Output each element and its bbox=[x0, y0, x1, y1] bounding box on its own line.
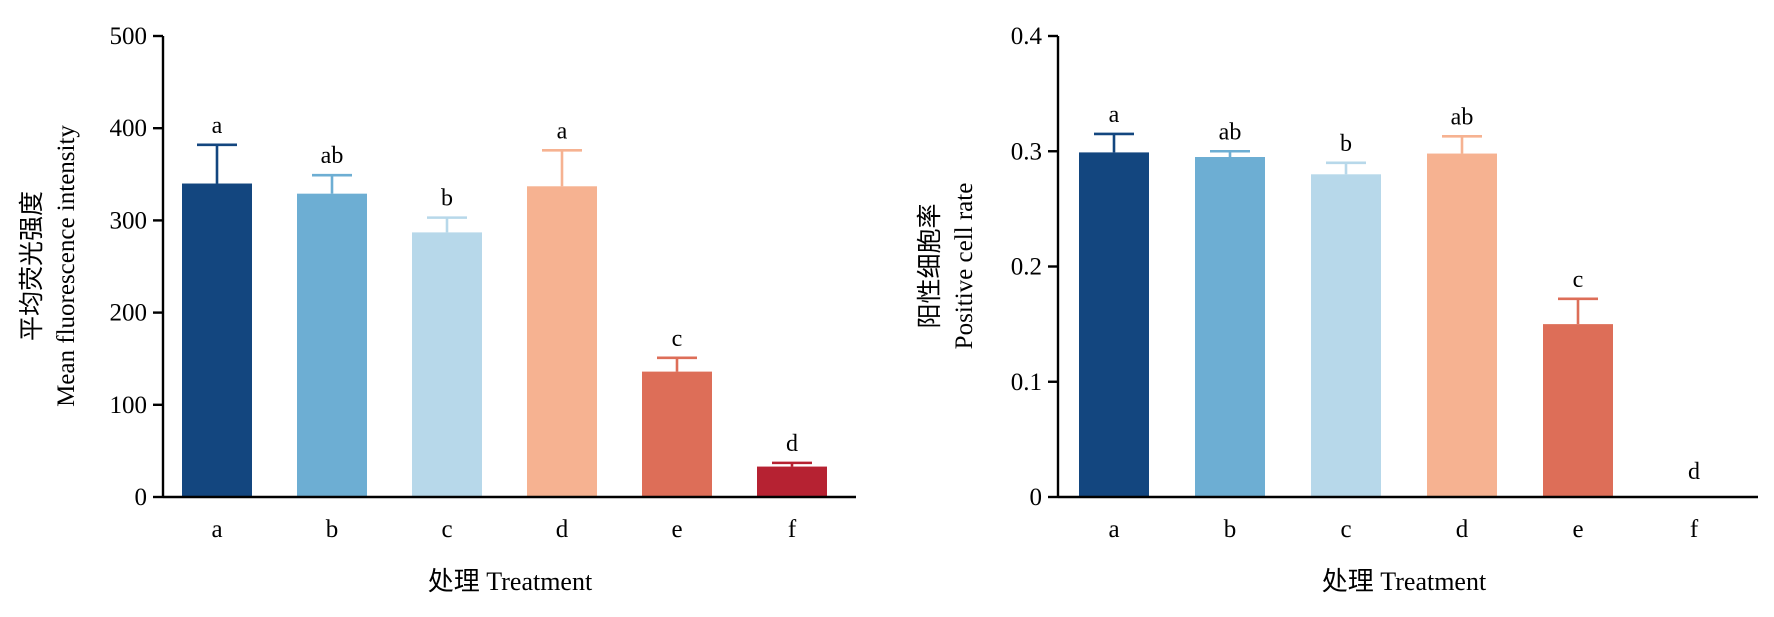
significance-label-c: b bbox=[441, 186, 453, 212]
bar-d bbox=[527, 186, 597, 497]
y-tick-label-4: 0.4 bbox=[1011, 23, 1043, 50]
y-tick-label-3: 0.3 bbox=[1011, 138, 1042, 165]
x-tick-label-f: f bbox=[1690, 516, 1699, 543]
x-tick-label-b: b bbox=[1224, 516, 1237, 543]
x-axis-label: 处理 Treatment bbox=[428, 567, 593, 596]
y-tick-label-1: 0.1 bbox=[1011, 369, 1042, 396]
y-axis-label: Positive cell rate bbox=[951, 183, 978, 350]
bar-d bbox=[1427, 153, 1497, 497]
x-axis-label: 处理 Treatment bbox=[1322, 567, 1487, 596]
bar-e bbox=[642, 371, 712, 497]
y-axis-label: Mean fluorescence intensity bbox=[53, 125, 80, 407]
x-tick-label-c: c bbox=[441, 516, 452, 543]
x-tick-label-c: c bbox=[1340, 516, 1351, 543]
y-tick-label-5: 500 bbox=[110, 23, 148, 50]
significance-label-a: a bbox=[212, 113, 223, 139]
y-tick-label-2: 200 bbox=[110, 300, 148, 327]
y-tick-label-4: 400 bbox=[110, 115, 148, 142]
x-tick-label-d: d bbox=[556, 516, 569, 543]
bar-f bbox=[757, 466, 827, 497]
significance-label-e: c bbox=[672, 326, 683, 352]
x-tick-label-e: e bbox=[671, 516, 682, 543]
x-tick-label-a: a bbox=[1108, 516, 1119, 543]
y-tick-label-0: 0 bbox=[135, 484, 148, 511]
significance-label-d: a bbox=[557, 118, 568, 144]
y-tick-label-0: 0 bbox=[1030, 484, 1043, 511]
x-tick-label-f: f bbox=[788, 516, 797, 543]
chart-panel-1: a a ab b b c a d c e d f 0 100 200 300 400 500 处理 Treatmen… bbox=[18, 23, 856, 596]
x-tick-label-b: b bbox=[326, 516, 339, 543]
significance-label-f: d bbox=[786, 431, 798, 457]
bar-c bbox=[1311, 174, 1381, 498]
significance-label-c: b bbox=[1340, 131, 1352, 157]
significance-label-d: ab bbox=[1451, 104, 1474, 130]
y-tick-label-3: 300 bbox=[110, 207, 148, 234]
significance-label-f: d bbox=[1688, 459, 1700, 485]
y-axis-label-cn: 阳性细胞率 bbox=[916, 203, 944, 328]
x-tick-label-a: a bbox=[211, 516, 222, 543]
y-tick-label-1: 100 bbox=[110, 392, 148, 419]
bar-a bbox=[182, 183, 252, 497]
y-axis-label-cn: 平均荧光强度 bbox=[18, 191, 46, 341]
significance-label-b: ab bbox=[321, 143, 344, 169]
significance-label-e: c bbox=[1573, 267, 1584, 293]
bar-e bbox=[1543, 324, 1613, 497]
significance-label-a: a bbox=[1109, 102, 1120, 128]
bar-b bbox=[297, 193, 367, 498]
x-tick-label-e: e bbox=[1572, 516, 1583, 543]
chart-panel-2: a a ab b b c ab d c e d f 0 0.1 0.2 0.3 0.4 处理 Treatment 阳… bbox=[916, 23, 1758, 596]
y-tick-label-2: 0.2 bbox=[1011, 254, 1042, 281]
significance-label-b: ab bbox=[1219, 119, 1242, 145]
bar-a bbox=[1079, 152, 1149, 497]
bar-b bbox=[1195, 157, 1265, 497]
x-tick-label-d: d bbox=[1456, 516, 1469, 543]
bar-c bbox=[412, 232, 482, 498]
